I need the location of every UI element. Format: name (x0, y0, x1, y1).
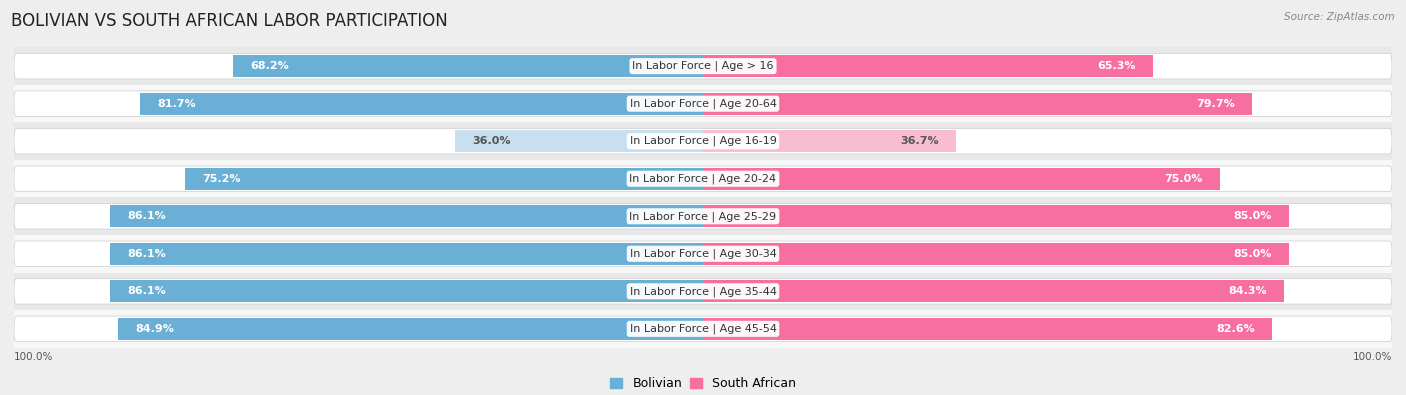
Legend: Bolivian, South African: Bolivian, South African (605, 372, 801, 395)
Text: 100.0%: 100.0% (1353, 352, 1392, 362)
Text: In Labor Force | Age 20-64: In Labor Force | Age 20-64 (630, 98, 776, 109)
Bar (703, 318, 1272, 340)
Text: In Labor Force | Age > 16: In Labor Force | Age > 16 (633, 61, 773, 71)
Bar (110, 280, 703, 302)
FancyBboxPatch shape (14, 166, 1392, 192)
Text: In Labor Force | Age 16-19: In Labor Force | Age 16-19 (630, 136, 776, 147)
Text: 100.0%: 100.0% (14, 352, 53, 362)
Bar (14, 160, 1392, 198)
Text: 86.1%: 86.1% (127, 249, 166, 259)
FancyBboxPatch shape (14, 278, 1392, 304)
Bar (456, 130, 703, 152)
Bar (703, 243, 1289, 265)
Text: 75.0%: 75.0% (1164, 174, 1202, 184)
Bar (14, 85, 1392, 122)
Bar (110, 205, 703, 227)
Text: 65.3%: 65.3% (1097, 61, 1136, 71)
FancyBboxPatch shape (14, 316, 1392, 342)
Bar (703, 93, 1253, 115)
Text: BOLIVIAN VS SOUTH AFRICAN LABOR PARTICIPATION: BOLIVIAN VS SOUTH AFRICAN LABOR PARTICIP… (11, 12, 449, 30)
Text: 75.2%: 75.2% (202, 174, 240, 184)
Text: 85.0%: 85.0% (1233, 249, 1271, 259)
Text: 82.6%: 82.6% (1216, 324, 1254, 334)
Text: 85.0%: 85.0% (1233, 211, 1271, 221)
Bar (141, 93, 703, 115)
Bar (14, 273, 1392, 310)
Bar (14, 235, 1392, 273)
FancyBboxPatch shape (14, 128, 1392, 154)
Bar (14, 47, 1392, 85)
FancyBboxPatch shape (14, 203, 1392, 229)
Bar (14, 122, 1392, 160)
Text: 84.9%: 84.9% (135, 324, 174, 334)
Bar (14, 198, 1392, 235)
Text: 81.7%: 81.7% (157, 99, 195, 109)
Text: 68.2%: 68.2% (250, 61, 290, 71)
FancyBboxPatch shape (14, 241, 1392, 267)
Text: 36.7%: 36.7% (900, 136, 939, 146)
FancyBboxPatch shape (14, 53, 1392, 79)
Text: In Labor Force | Age 25-29: In Labor Force | Age 25-29 (630, 211, 776, 222)
Text: 36.0%: 36.0% (472, 136, 510, 146)
Text: In Labor Force | Age 45-54: In Labor Force | Age 45-54 (630, 324, 776, 334)
FancyBboxPatch shape (14, 91, 1392, 117)
Text: 86.1%: 86.1% (127, 211, 166, 221)
Bar (110, 243, 703, 265)
Bar (703, 55, 1153, 77)
Bar (186, 168, 703, 190)
Bar (233, 55, 703, 77)
Text: In Labor Force | Age 35-44: In Labor Force | Age 35-44 (630, 286, 776, 297)
Bar (118, 318, 703, 340)
Bar (703, 130, 956, 152)
Bar (703, 205, 1289, 227)
Text: 84.3%: 84.3% (1227, 286, 1267, 296)
Text: In Labor Force | Age 30-34: In Labor Force | Age 30-34 (630, 248, 776, 259)
Text: In Labor Force | Age 20-24: In Labor Force | Age 20-24 (630, 173, 776, 184)
Text: 86.1%: 86.1% (127, 286, 166, 296)
Bar (14, 310, 1392, 348)
Bar (703, 168, 1219, 190)
Text: 79.7%: 79.7% (1197, 99, 1234, 109)
Bar (703, 280, 1284, 302)
Text: Source: ZipAtlas.com: Source: ZipAtlas.com (1284, 12, 1395, 22)
